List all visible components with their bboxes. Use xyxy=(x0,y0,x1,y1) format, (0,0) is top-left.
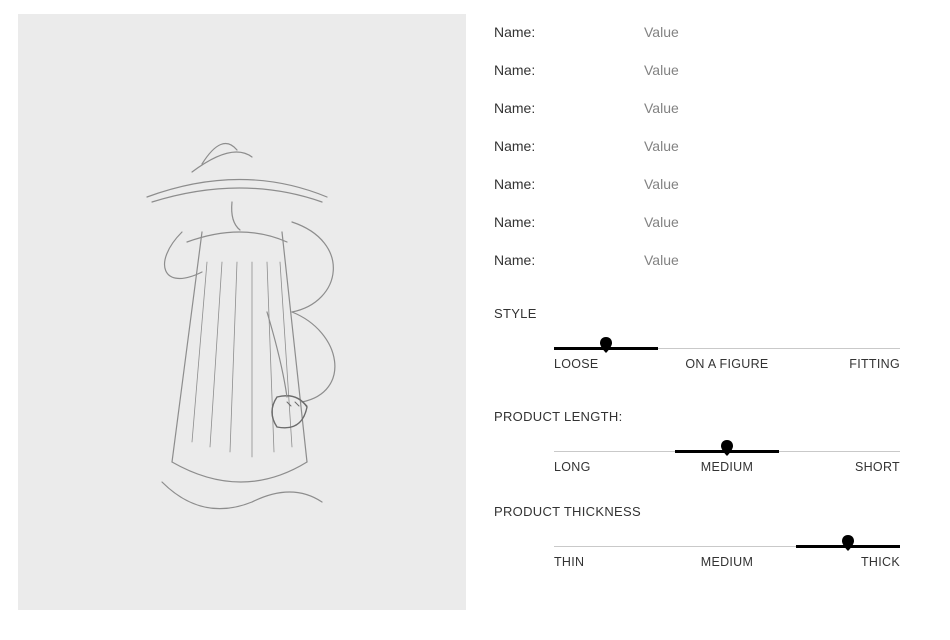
attribute-value: Value xyxy=(644,62,679,78)
attribute-key: Name: xyxy=(494,100,644,116)
slider-label: LONG xyxy=(554,460,669,474)
slider-thumb[interactable] xyxy=(842,535,854,551)
attribute-key: Name: xyxy=(494,252,644,268)
length-slider-section: PRODUCT LENGTH: LONG MEDIUM SHORT xyxy=(494,409,910,474)
style-slider-section: STYLE LOOSE ON A FIGURE FITTING xyxy=(494,306,910,371)
slider-label: MEDIUM xyxy=(669,555,784,569)
attribute-row: Name: Value xyxy=(494,138,910,154)
slider-label: ON A FIGURE xyxy=(669,357,784,371)
attribute-row: Name: Value xyxy=(494,214,910,230)
attribute-row: Name: Value xyxy=(494,252,910,268)
thickness-slider-section: PRODUCT THICKNESS THIN MEDIUM THICK xyxy=(494,504,910,569)
attribute-key: Name: xyxy=(494,176,644,192)
attribute-key: Name: xyxy=(494,62,644,78)
attribute-value: Value xyxy=(644,24,679,40)
attribute-row: Name: Value xyxy=(494,176,910,192)
attribute-key: Name: xyxy=(494,138,644,154)
attribute-value: Value xyxy=(644,252,679,268)
fashion-sketch xyxy=(92,102,392,522)
attribute-key: Name: xyxy=(494,24,644,40)
slider-labels: LOOSE ON A FIGURE FITTING xyxy=(554,357,900,371)
attribute-value: Value xyxy=(644,176,679,192)
attribute-value: Value xyxy=(644,100,679,116)
attribute-key: Name: xyxy=(494,214,644,230)
attribute-row: Name: Value xyxy=(494,24,910,40)
slider-label: MEDIUM xyxy=(669,460,784,474)
attribute-row: Name: Value xyxy=(494,62,910,78)
slider-labels: LONG MEDIUM SHORT xyxy=(554,460,900,474)
slider-label: THIN xyxy=(554,555,669,569)
slider-title: PRODUCT THICKNESS xyxy=(494,504,910,519)
slider-title: PRODUCT LENGTH: xyxy=(494,409,910,424)
style-slider[interactable] xyxy=(554,335,900,351)
details-panel: Name: Value Name: Value Name: Value Name… xyxy=(466,0,950,640)
attribute-value: Value xyxy=(644,138,679,154)
slider-labels: THIN MEDIUM THICK xyxy=(554,555,900,569)
slider-label: FITTING xyxy=(785,357,900,371)
slider-label: SHORT xyxy=(785,460,900,474)
slider-label: LOOSE xyxy=(554,357,669,371)
length-slider[interactable] xyxy=(554,438,900,454)
attribute-row: Name: Value xyxy=(494,100,910,116)
sketch-panel xyxy=(18,14,466,610)
slider-title: STYLE xyxy=(494,306,910,321)
attribute-value: Value xyxy=(644,214,679,230)
slider-thumb[interactable] xyxy=(600,337,612,353)
thickness-slider[interactable] xyxy=(554,533,900,549)
slider-thumb[interactable] xyxy=(721,440,733,456)
slider-label: THICK xyxy=(785,555,900,569)
